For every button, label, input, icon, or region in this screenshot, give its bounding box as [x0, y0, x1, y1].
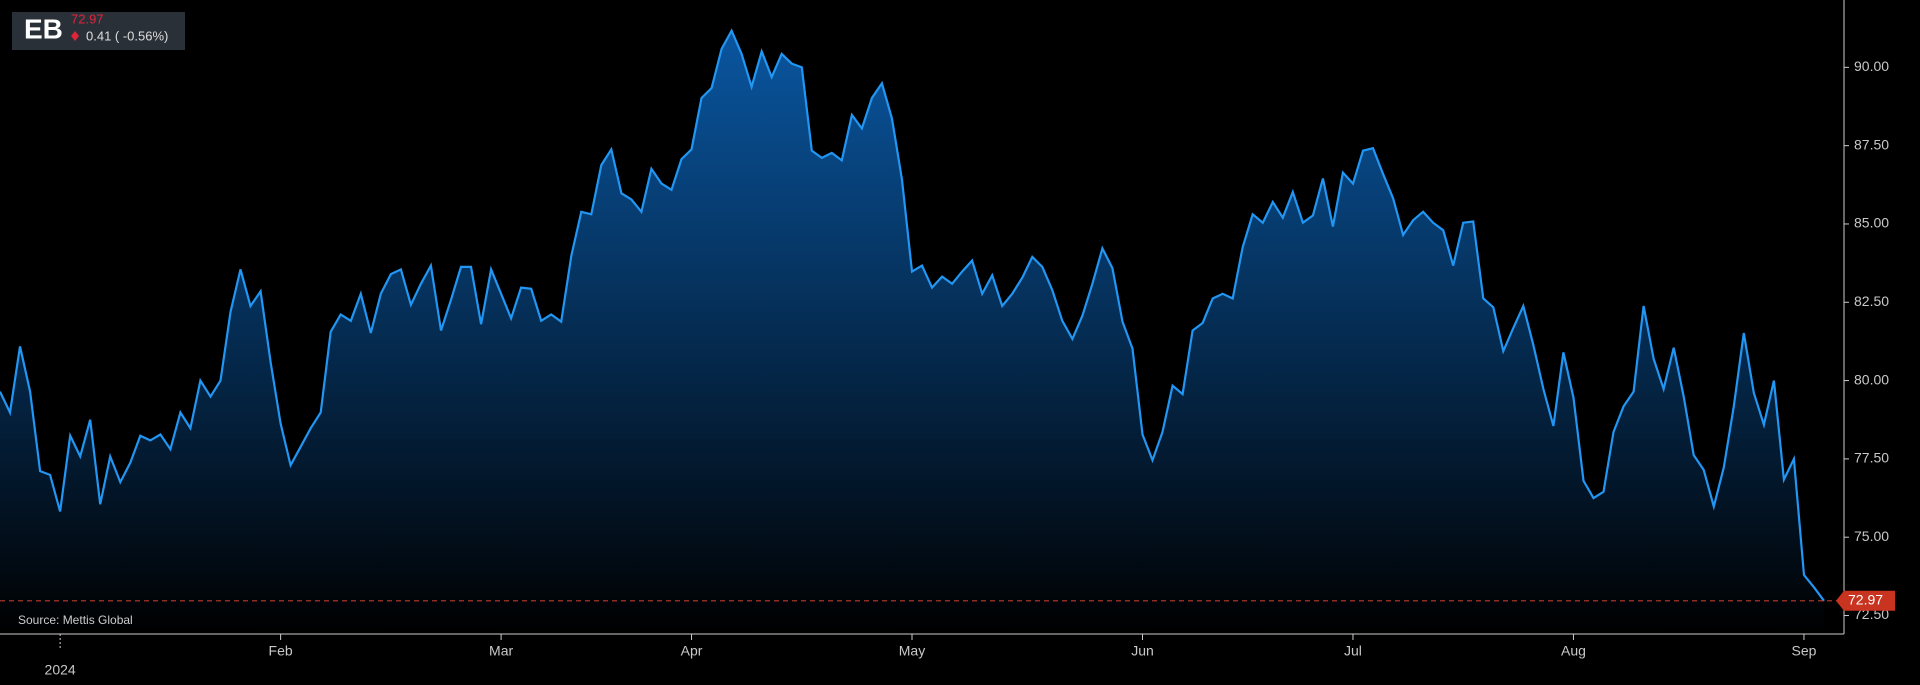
- y-tick-label: 75.00: [1854, 528, 1889, 544]
- y-tick-label: 80.00: [1854, 371, 1889, 387]
- y-tick-label: 85.00: [1854, 215, 1889, 231]
- plot: [0, 28, 1825, 634]
- x-tick-label: Feb: [269, 643, 293, 659]
- last-price-tag: [1836, 590, 1895, 611]
- price: 72.97: [71, 11, 104, 26]
- y-tick-label: 77.50: [1854, 450, 1889, 466]
- price-line: [0, 28, 1825, 602]
- ticker: EB: [24, 13, 63, 44]
- x-tick-label: May: [899, 643, 925, 659]
- y-tick-label: 87.50: [1854, 136, 1889, 152]
- change: 0.41 ( -0.56%): [86, 28, 168, 43]
- x-tick-label: 2024: [45, 662, 76, 678]
- x-tick-label: Sep: [1791, 643, 1816, 659]
- area-fill: [0, 30, 1824, 634]
- down-icon: [71, 31, 79, 41]
- header-box: [12, 12, 185, 50]
- last-price-label: 72.97: [1848, 591, 1883, 607]
- x-tick-label: Mar: [489, 643, 513, 659]
- y-tick-label: 90.00: [1854, 58, 1889, 74]
- y-tick-label: 82.50: [1854, 293, 1889, 309]
- source: Source: Mettis Global: [18, 613, 133, 627]
- x-tick-label: Jul: [1344, 643, 1362, 659]
- x-tick-label: Jun: [1131, 643, 1154, 659]
- x-tick-label: Apr: [681, 643, 703, 659]
- x-tick-label: Aug: [1561, 643, 1586, 659]
